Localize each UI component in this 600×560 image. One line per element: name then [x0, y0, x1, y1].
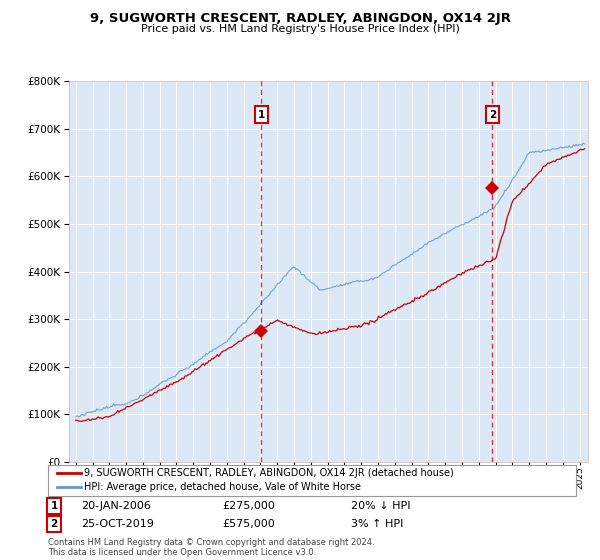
Text: 1: 1	[50, 501, 58, 511]
Text: Contains HM Land Registry data © Crown copyright and database right 2024.
This d: Contains HM Land Registry data © Crown c…	[48, 538, 374, 557]
Text: Price paid vs. HM Land Registry's House Price Index (HPI): Price paid vs. HM Land Registry's House …	[140, 24, 460, 34]
Text: 1: 1	[257, 110, 265, 119]
Text: 9, SUGWORTH CRESCENT, RADLEY, ABINGDON, OX14 2JR (detached house): 9, SUGWORTH CRESCENT, RADLEY, ABINGDON, …	[84, 468, 454, 478]
Text: 20% ↓ HPI: 20% ↓ HPI	[351, 501, 410, 511]
Text: HPI: Average price, detached house, Vale of White Horse: HPI: Average price, detached house, Vale…	[84, 482, 361, 492]
Text: £275,000: £275,000	[222, 501, 275, 511]
Text: 9, SUGWORTH CRESCENT, RADLEY, ABINGDON, OX14 2JR: 9, SUGWORTH CRESCENT, RADLEY, ABINGDON, …	[89, 12, 511, 25]
Text: 2: 2	[50, 519, 58, 529]
Text: 25-OCT-2019: 25-OCT-2019	[81, 519, 154, 529]
Text: £575,000: £575,000	[222, 519, 275, 529]
Text: 2: 2	[489, 110, 496, 119]
Text: 20-JAN-2006: 20-JAN-2006	[81, 501, 151, 511]
Text: 3% ↑ HPI: 3% ↑ HPI	[351, 519, 403, 529]
